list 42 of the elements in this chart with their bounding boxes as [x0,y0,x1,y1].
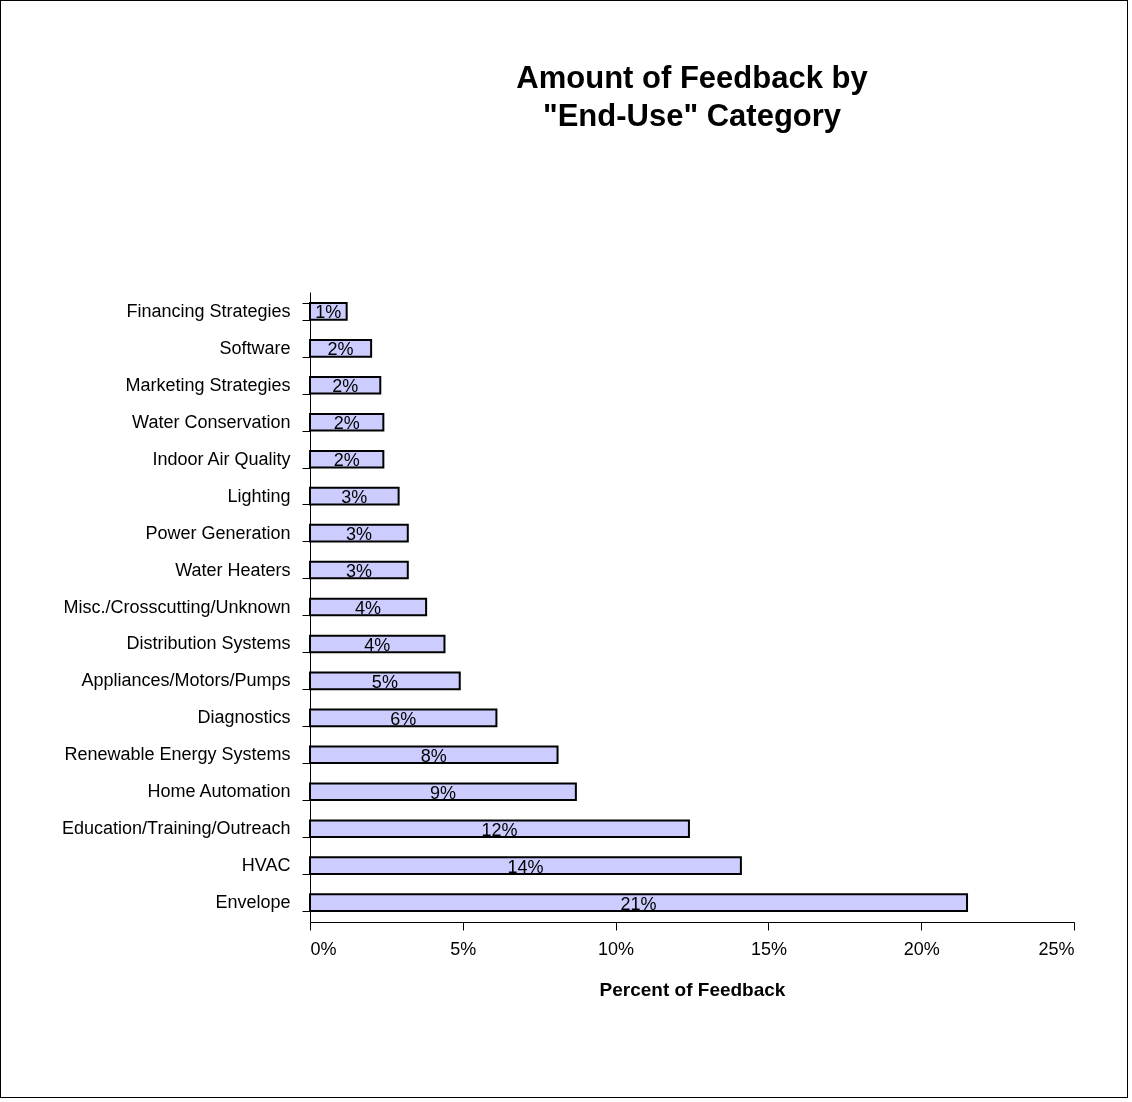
data-label: 9% [429,782,456,803]
data-label: 14% [507,856,544,877]
data-label: 1% [315,302,342,323]
x-axis-title: Percent of Feedback [599,978,786,1000]
y-tick-label: Education/Training/Outreach [62,818,291,839]
y-tick-label: Lighting [227,485,291,506]
x-tick-label: 10% [598,938,635,959]
x-tick-label: 20% [903,938,940,959]
x-tick-label: 25% [1038,938,1075,959]
y-tick-label: Power Generation [145,522,291,543]
y-tick-label: Water Heaters [175,559,291,580]
data-label: 3% [345,561,372,582]
y-tick-label: Marketing Strategies [125,374,291,395]
y-tick-label: Water Conservation [132,411,291,432]
y-tick-label: Envelope [215,892,291,913]
data-label: 8% [420,745,447,766]
x-tick-label: 5% [450,938,477,959]
x-tick-label: 0% [310,938,337,959]
y-tick-label: Diagnostics [197,707,291,728]
y-tick-label: Financing Strategies [126,300,291,321]
y-tick-label: Home Automation [147,781,291,802]
y-tick-label: Misc./Crosscutting/Unknown [63,596,291,617]
data-label: 2% [333,413,360,434]
data-label: 5% [371,671,398,692]
y-tick-label: HVAC [241,855,291,876]
x-tick-label: 15% [750,938,787,959]
data-label: 3% [345,524,372,545]
y-tick-label: Indoor Air Quality [152,448,291,469]
data-label: 6% [390,708,417,729]
y-tick-label: Renewable Energy Systems [64,744,291,765]
chart-title: Amount of Feedback by "End-Use" Category [516,60,869,133]
data-label: 4% [364,634,391,655]
y-tick-label: Distribution Systems [126,633,291,654]
data-label: 2% [333,450,360,471]
data-label: 2% [327,339,354,360]
data-label: 4% [355,598,382,618]
y-tick-label: Software [219,337,291,358]
data-label: 3% [341,487,368,508]
data-label: 2% [332,376,359,397]
data-label: 12% [481,819,518,840]
y-tick-label: Appliances/Motors/Pumps [81,670,291,691]
data-label: 21% [620,893,657,914]
